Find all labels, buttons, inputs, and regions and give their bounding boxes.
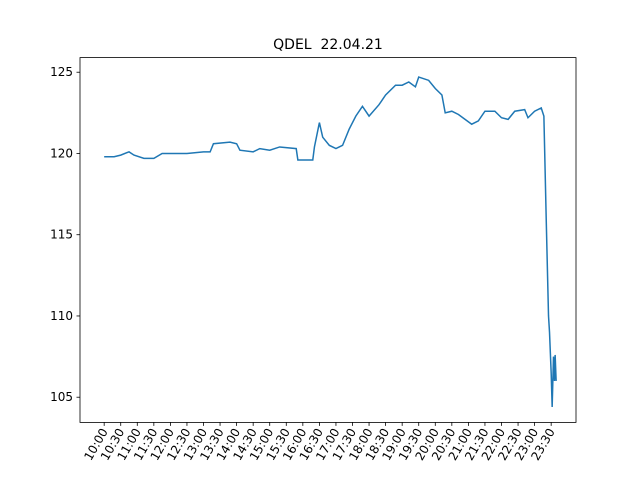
y-tick-label: 115 — [50, 228, 73, 242]
line — [104, 76, 557, 407]
y-tick-label: 120 — [50, 146, 73, 160]
y-tick-label: 110 — [50, 309, 73, 323]
y-tick-label: 105 — [50, 390, 73, 404]
chart-title: QDEL 22.04.21 — [273, 37, 383, 53]
y-tick-label: 125 — [50, 65, 73, 79]
plot-frame — [79, 57, 577, 423]
